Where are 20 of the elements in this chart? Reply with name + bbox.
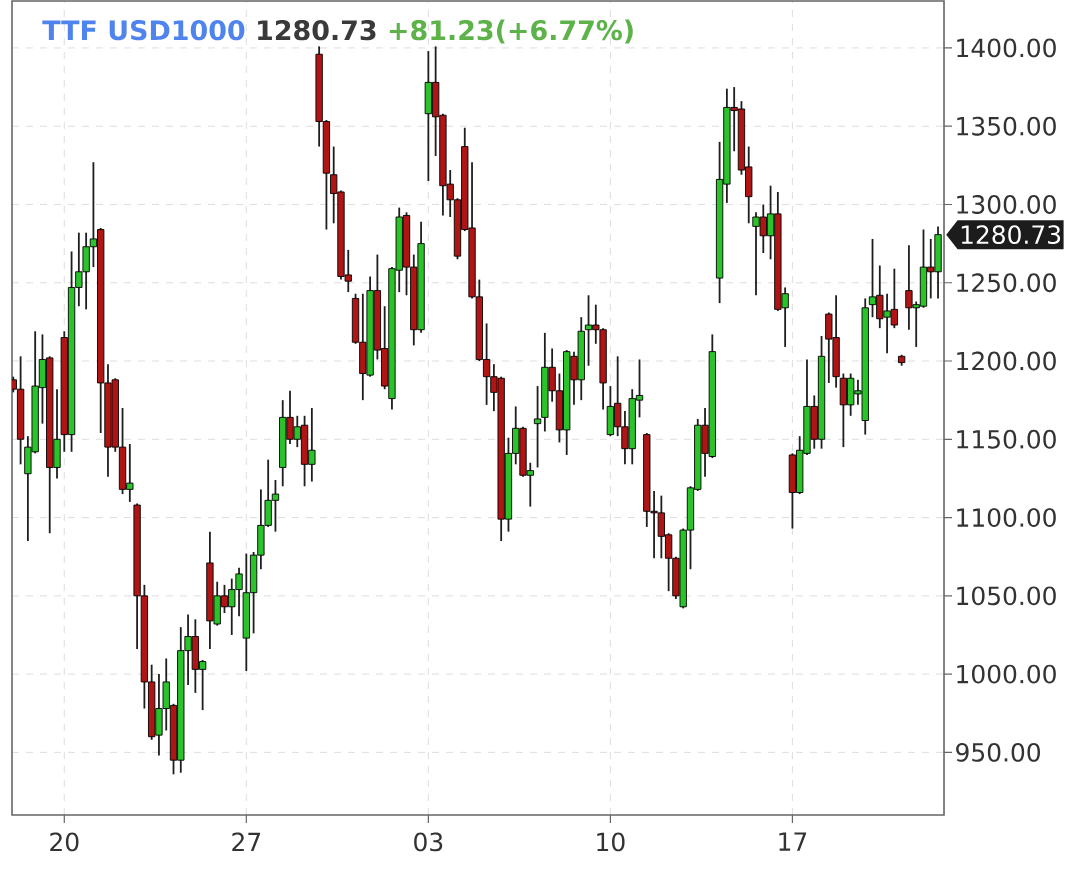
y-tick-label: 1100.00 [957, 508, 1056, 527]
y-tick-label: 1050.00 [957, 586, 1056, 606]
y-tick-label: 950.00 [956, 742, 1040, 762]
candlestick [533, 385, 542, 469]
y-tick-label: 1150.00 [957, 429, 1056, 449]
x-tick-label: 20 [50, 832, 79, 852]
y-tick-label: 1200.00 [957, 351, 1056, 371]
x-tick-label: 03 [414, 832, 443, 852]
text: 1280.73 [961, 225, 1061, 245]
x-tick-label: 27 [232, 832, 261, 851]
annotation: +81.23(+6.77%) [389, 19, 633, 44]
text: TTF USD1000 [42, 20, 245, 41]
y-tick-label: 1400.00 [957, 38, 1056, 58]
text: 1280.73 [258, 20, 376, 41]
y-tick-label: 1000.00 [957, 664, 1056, 684]
x-tick-label: 17 [779, 832, 807, 851]
y-tick-label: 1350.00 [957, 116, 1056, 136]
y-tick-label: 1300.00 [957, 195, 1056, 214]
x-tick-label: 10 [597, 832, 625, 852]
y-tick-label: 1250.00 [957, 273, 1056, 293]
